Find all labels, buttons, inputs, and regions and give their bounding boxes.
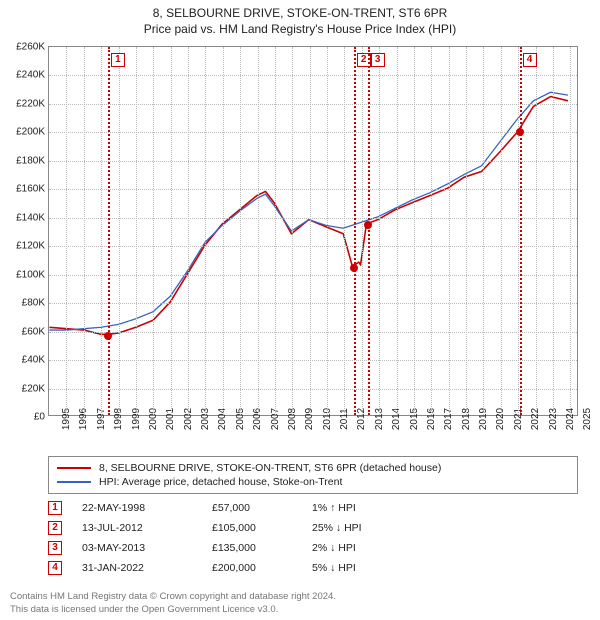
title-line-1: 8, SELBOURNE DRIVE, STOKE-ON-TRENT, ST6 … — [0, 6, 600, 20]
event-marker-icon: 3 — [48, 541, 62, 555]
event-point-icon — [516, 128, 524, 136]
chart-container: 8, SELBOURNE DRIVE, STOKE-ON-TRENT, ST6 … — [0, 0, 600, 620]
footer-line-2: This data is licensed under the Open Gov… — [10, 604, 336, 616]
legend-swatch — [57, 467, 91, 469]
event-diff: 5% ↓ HPI — [312, 562, 412, 574]
event-marker-icon: 1 — [111, 53, 125, 67]
event-diff: 2% ↓ HPI — [312, 542, 412, 554]
y-axis-label: £240K — [16, 70, 45, 81]
event-price: £200,000 — [212, 562, 292, 574]
legend-item: 8, SELBOURNE DRIVE, STOKE-ON-TRENT, ST6 … — [57, 461, 569, 475]
title-line-2: Price paid vs. HM Land Registry's House … — [0, 22, 600, 36]
legend-item: HPI: Average price, detached house, Stok… — [57, 475, 569, 489]
event-point-icon — [104, 332, 112, 340]
chart-title: 8, SELBOURNE DRIVE, STOKE-ON-TRENT, ST6 … — [0, 0, 600, 40]
event-row: 2 13-JUL-2012 £105,000 25% ↓ HPI — [48, 518, 578, 538]
y-axis-label: £140K — [16, 212, 45, 223]
y-axis-label: £40K — [22, 355, 45, 366]
footer-line-1: Contains HM Land Registry data © Crown c… — [10, 591, 336, 603]
event-date: 03-MAY-2013 — [82, 542, 192, 554]
event-point-icon — [350, 264, 358, 272]
y-axis-label: £120K — [16, 241, 45, 252]
event-marker-icon: 3 — [371, 53, 385, 67]
event-row: 1 22-MAY-1998 £57,000 1% ↑ HPI — [48, 498, 578, 518]
event-date: 31-JAN-2022 — [82, 562, 192, 574]
event-point-icon — [364, 221, 372, 229]
event-diff: 25% ↓ HPI — [312, 522, 412, 534]
legend-swatch — [57, 481, 91, 483]
footer: Contains HM Land Registry data © Crown c… — [10, 591, 336, 616]
y-axis-label: £180K — [16, 155, 45, 166]
y-axis-label: £80K — [22, 298, 45, 309]
legend: 8, SELBOURNE DRIVE, STOKE-ON-TRENT, ST6 … — [48, 456, 578, 494]
y-axis-label: £0 — [34, 412, 45, 423]
event-row: 4 31-JAN-2022 £200,000 5% ↓ HPI — [48, 558, 578, 578]
event-price: £135,000 — [212, 542, 292, 554]
event-price: £105,000 — [212, 522, 292, 534]
legend-label: 8, SELBOURNE DRIVE, STOKE-ON-TRENT, ST6 … — [99, 462, 441, 474]
events-table: 1 22-MAY-1998 £57,000 1% ↑ HPI 2 13-JUL-… — [48, 498, 578, 578]
event-row: 3 03-MAY-2013 £135,000 2% ↓ HPI — [48, 538, 578, 558]
y-axis-label: £100K — [16, 269, 45, 280]
y-axis-label: £220K — [16, 98, 45, 109]
event-marker-icon: 4 — [48, 561, 62, 575]
event-diff: 1% ↑ HPI — [312, 502, 412, 514]
event-date: 22-MAY-1998 — [82, 502, 192, 514]
event-marker-icon: 2 — [48, 521, 62, 535]
y-axis-label: £260K — [16, 42, 45, 53]
y-axis-label: £20K — [22, 383, 45, 394]
event-marker-icon: 1 — [48, 501, 62, 515]
y-axis-label: £200K — [16, 127, 45, 138]
y-axis-label: £60K — [22, 326, 45, 337]
event-date: 13-JUL-2012 — [82, 522, 192, 534]
x-axis-label: 2025 — [570, 408, 593, 430]
event-price: £57,000 — [212, 502, 292, 514]
legend-label: HPI: Average price, detached house, Stok… — [99, 476, 342, 488]
plot-area: £0£20K£40K£60K£80K£100K£120K£140K£160K£1… — [48, 46, 578, 416]
y-axis-label: £160K — [16, 184, 45, 195]
event-marker-icon: 4 — [523, 53, 537, 67]
